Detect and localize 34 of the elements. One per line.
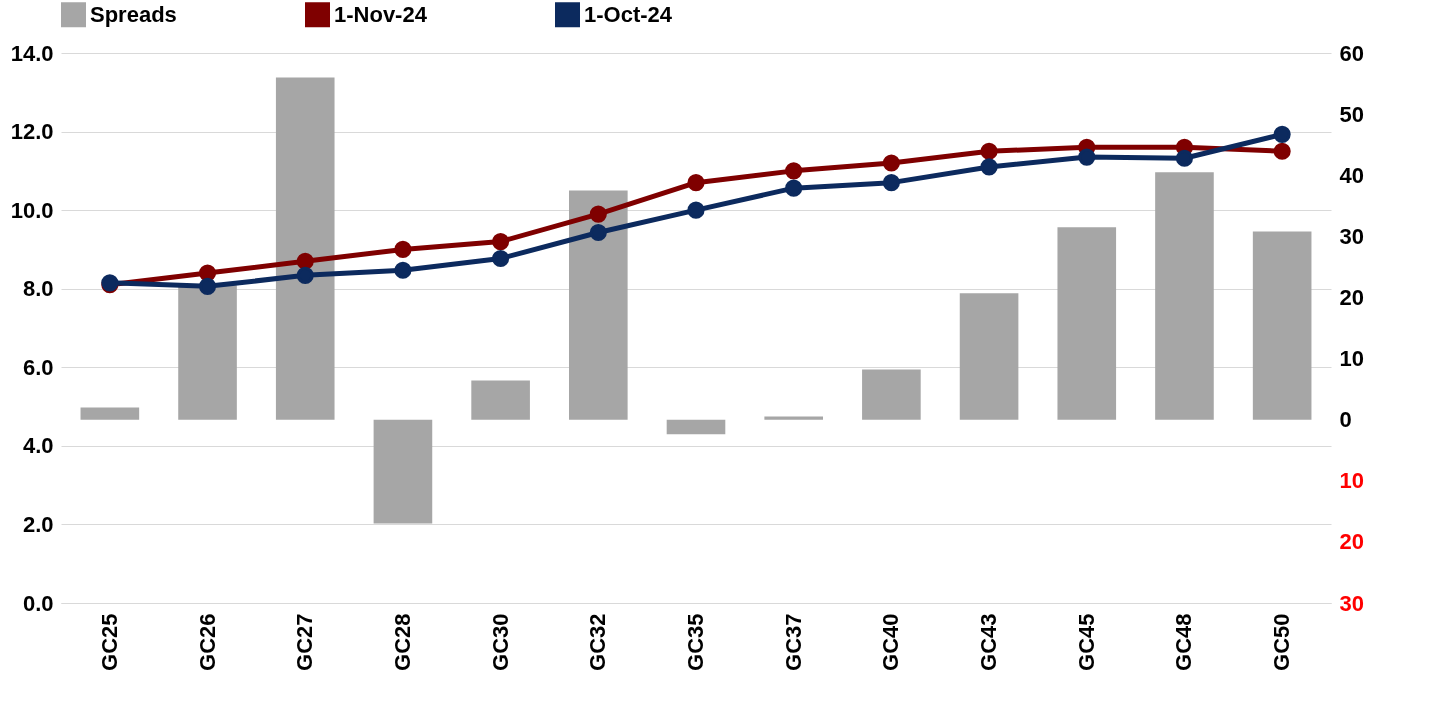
y-tick-label: 4.0 — [22, 433, 54, 459]
y-tick-label: 10.0 — [10, 197, 54, 223]
x-tick-label: GC48 — [1171, 613, 1197, 671]
y2-tick-label: 40 — [1339, 162, 1364, 188]
x-tick-label: GC32 — [585, 613, 611, 671]
x-tick-label: GC35 — [683, 613, 708, 671]
y2-tick-label: 60 — [1339, 40, 1364, 66]
x-tick-label: GC27 — [292, 613, 318, 671]
x-tick-label: GC43 — [976, 613, 1002, 671]
y-tick-label: 6.0 — [22, 354, 54, 380]
y2-tick-label: 30 — [1339, 223, 1364, 249]
y2-tick-label: 50 — [1339, 101, 1364, 127]
x-tick-label: GC37 — [780, 613, 806, 671]
x-tick-label: GC25 — [96, 613, 122, 671]
y-tick-label: 0.0 — [22, 590, 54, 616]
y2-tick-label: 30 — [1339, 590, 1364, 616]
x-tick-label: GC40 — [878, 613, 904, 671]
legend-label: 1-Oct-24 — [584, 1, 673, 27]
y2-tick-label: 20 — [1339, 529, 1364, 555]
y2-tick-label: 10 — [1339, 468, 1364, 494]
legend-label: 1-Nov-24 — [334, 1, 428, 27]
x-tick-label: GC50 — [1269, 613, 1295, 671]
y2-tick-label: 10 — [1339, 346, 1364, 372]
y2-tick-label: 20 — [1339, 284, 1364, 310]
legend-label: Spreads — [90, 1, 177, 27]
y2-tick-label: 0 — [1339, 407, 1352, 433]
y-tick-label: 12.0 — [10, 119, 54, 145]
x-tick-label: GC26 — [194, 613, 220, 671]
y-tick-label: 8.0 — [22, 276, 54, 302]
y-tick-label: 14.0 — [10, 40, 54, 66]
x-tick-label: GC28 — [389, 613, 415, 671]
x-tick-label: GC45 — [1073, 613, 1099, 671]
x-tick-label: GC30 — [487, 613, 513, 671]
y-tick-label: 2.0 — [22, 511, 54, 537]
